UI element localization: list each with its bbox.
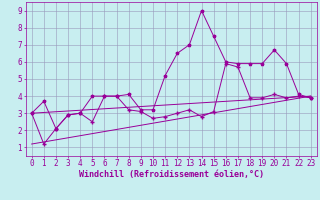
X-axis label: Windchill (Refroidissement éolien,°C): Windchill (Refroidissement éolien,°C) [79,170,264,179]
